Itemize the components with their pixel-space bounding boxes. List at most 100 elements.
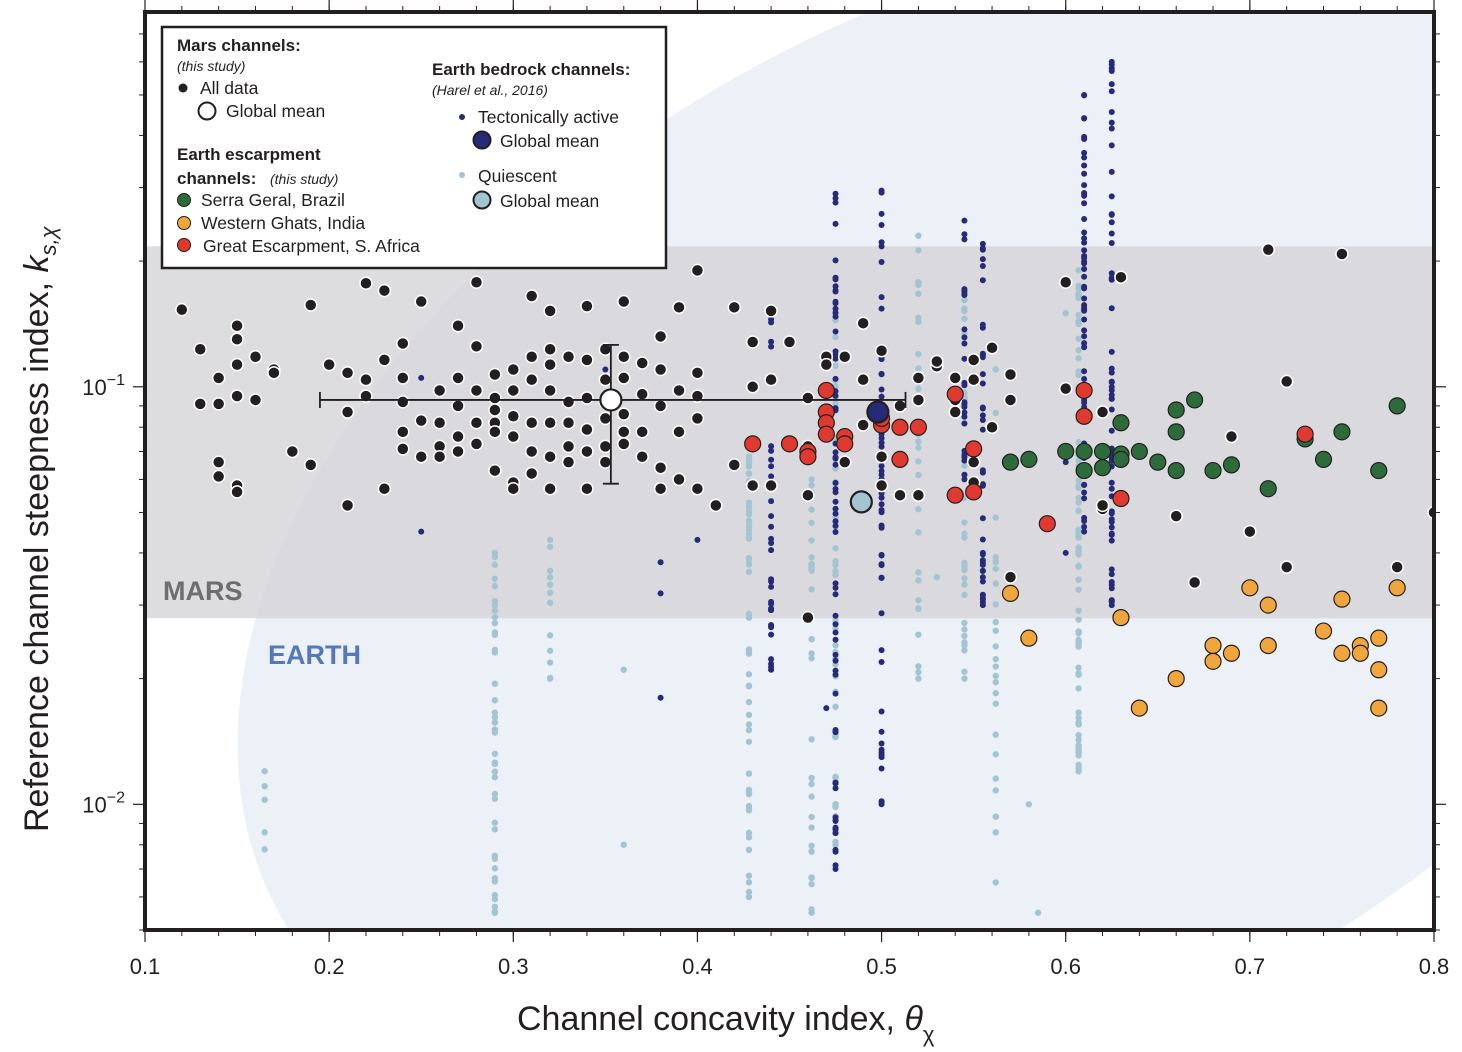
active-point [832,461,839,468]
active-point [1108,379,1115,386]
quiescent-point [745,846,753,854]
mars-point [432,383,447,398]
active-point [768,607,775,614]
quiescent-point [832,642,839,649]
active-point [832,529,839,536]
active-point [961,236,968,243]
quiescent-point [546,632,554,639]
quiescent-point [1075,685,1082,692]
active-point [979,536,986,543]
active-point [878,728,885,735]
active-point [832,522,839,529]
quiescent-point [620,666,627,673]
mars-point [193,342,207,356]
quiescent-point [745,561,753,568]
mars-point [524,444,539,459]
quiescent-point [491,614,499,621]
active-point [768,513,775,520]
quiescent-point [808,519,815,527]
active-point [832,454,839,461]
mars-point [451,429,465,444]
quiescent-point [1062,310,1069,317]
serra-point [1259,480,1277,498]
serra-point [1167,423,1185,441]
quiescent-point [745,738,753,745]
quiescent-point [1075,494,1082,502]
mars-point [1095,405,1110,419]
active-point [832,651,839,658]
mars-point [653,329,668,344]
mars-point [985,420,999,434]
mars-point [782,335,797,349]
active-point [979,551,986,558]
mars-point [1169,509,1183,523]
x-tick-label: 0.5 [866,954,897,979]
active-point [1081,375,1088,382]
legend: Mars channels: (this study) All data Glo… [160,25,668,270]
africa-point [744,435,762,453]
legend-mars-note: (this study) [177,58,245,74]
mars-point [469,437,484,451]
mars-point [911,488,926,502]
mars-point [801,488,815,502]
quiescent-point [1075,616,1082,623]
mars-point [709,498,723,513]
active-point [768,600,775,607]
mars-point [377,481,392,496]
active-point [602,366,609,373]
mars-point [543,383,557,398]
active-point [1081,239,1088,246]
quiescent-point [491,896,499,903]
active-point [1108,230,1115,237]
active-point [1081,295,1088,302]
quiescent-point [808,848,815,855]
quiescent-point [1075,285,1082,292]
active-point [979,246,986,253]
mars-point [617,425,631,439]
quiescent-point [1075,499,1082,506]
active-point [1081,316,1088,323]
ghats-point [1020,629,1038,647]
quiescent-point [491,575,499,583]
quiescent-point [1075,477,1082,484]
active-point [878,258,885,265]
active-point [1081,368,1088,375]
active-point [1081,302,1088,309]
quiescent-point [491,819,499,826]
active-point [1081,154,1088,161]
quiescent-point [745,647,753,655]
mars-point [580,353,594,367]
quiescent-point [620,841,627,848]
active-point [878,551,885,558]
quiescent-point [546,589,554,596]
mars-point [340,498,355,513]
active-point [961,288,968,295]
active-point [1108,211,1115,218]
active-point [878,494,885,501]
active-point [1108,125,1115,132]
quiescent-point [745,711,753,719]
mars-point [561,439,576,454]
mars-point [653,481,668,496]
x-tick-label: 0.4 [682,954,713,979]
x-tick-label: 0.6 [1050,954,1081,979]
active-point [878,221,885,228]
mars-point [617,407,631,421]
mars-point [396,371,410,385]
active-point [1062,549,1069,556]
serra-point [1204,461,1222,480]
quiescent-point [491,607,499,615]
active-point [961,217,968,224]
quiescent-point [1075,507,1082,514]
active-point [1081,136,1088,143]
mars-point [690,263,705,278]
quiescent-point [915,385,922,393]
active-point [1108,395,1115,402]
quiescent-point [1075,736,1082,744]
mars-point [580,422,594,437]
quiescent-point [915,631,922,638]
quiescent-point [992,813,999,820]
serra-point [1093,442,1112,461]
active-point [832,780,839,787]
